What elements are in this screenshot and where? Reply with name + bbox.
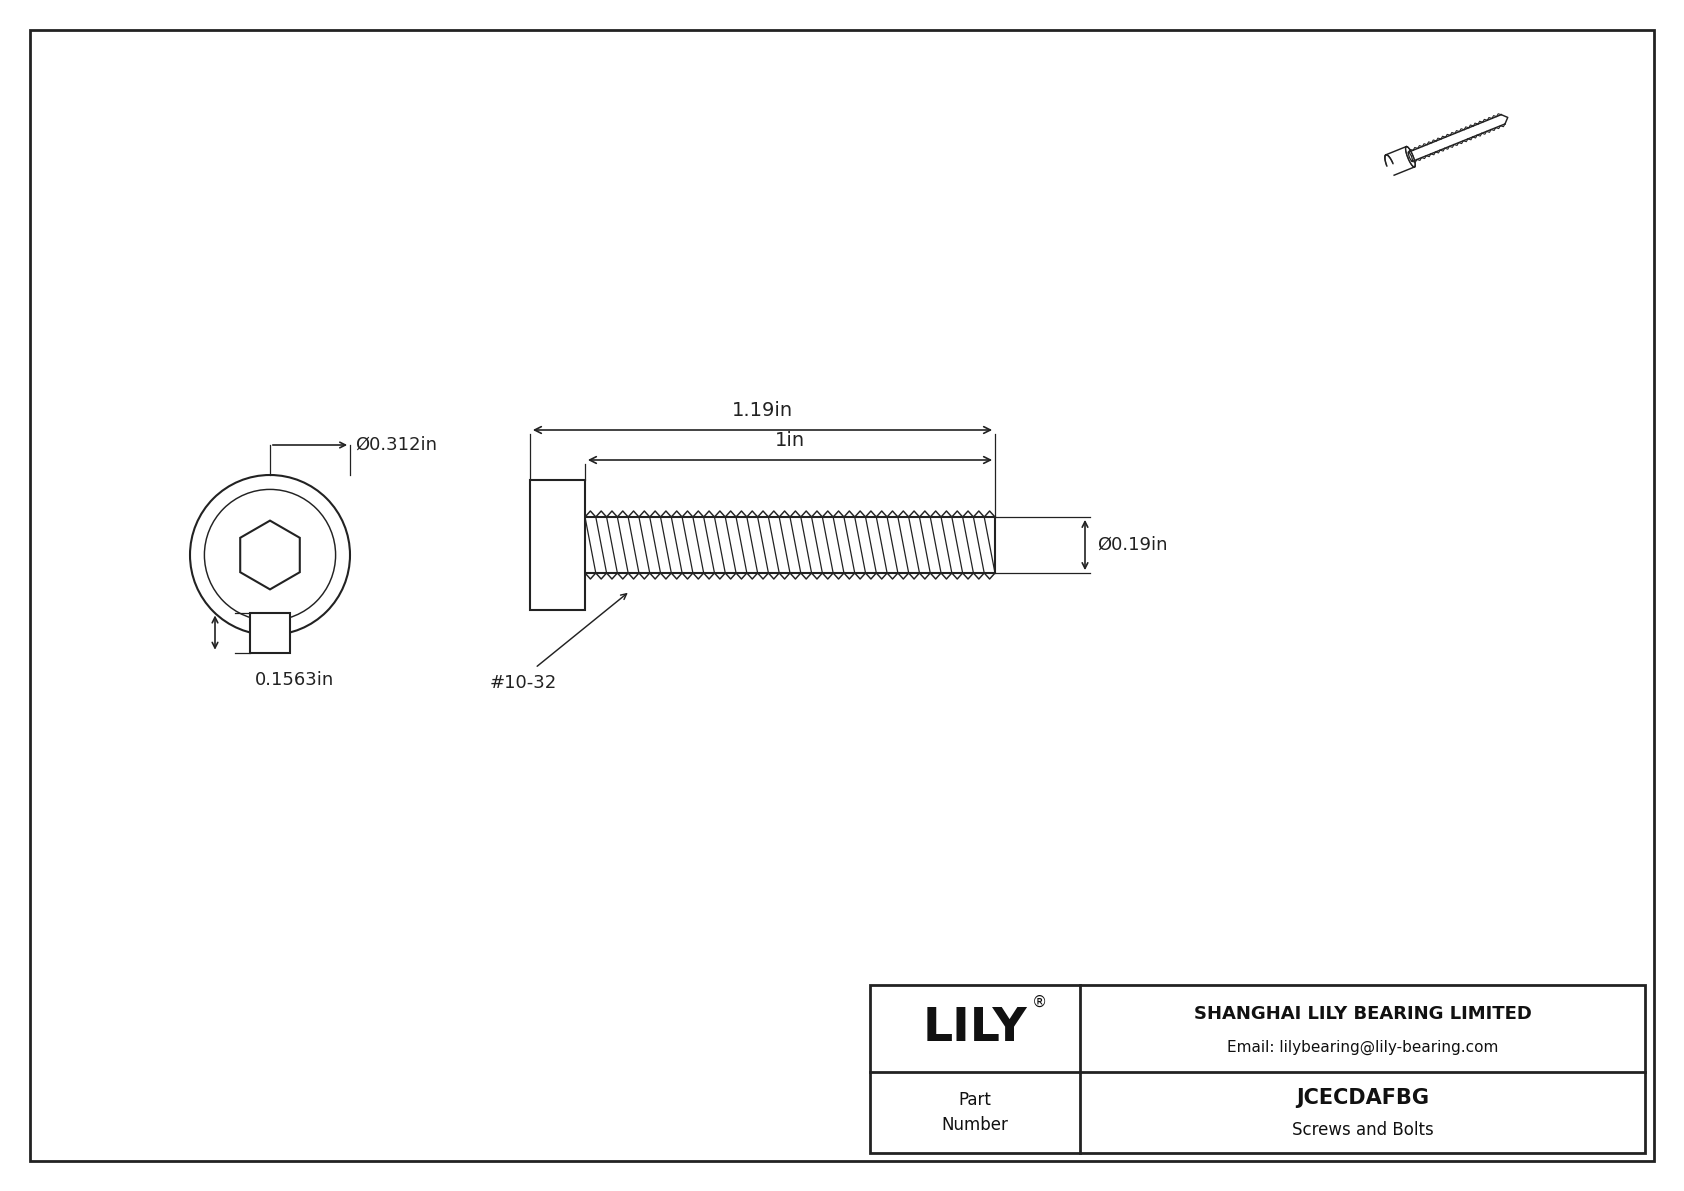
Text: 1.19in: 1.19in [733, 401, 793, 420]
Circle shape [190, 475, 350, 635]
Text: Part
Number: Part Number [941, 1091, 1009, 1134]
Bar [530, 480, 584, 610]
Text: 0.1563in: 0.1563in [254, 671, 333, 688]
Text: #10-32: #10-32 [490, 674, 557, 692]
Text: Ø0.19in: Ø0.19in [1096, 536, 1167, 554]
Text: 1in: 1in [775, 431, 805, 450]
Text: SHANGHAI LILY BEARING LIMITED: SHANGHAI LILY BEARING LIMITED [1194, 1004, 1531, 1023]
Bar [871, 985, 1645, 1153]
Text: Ø0.312in: Ø0.312in [355, 436, 438, 454]
Text: ®: ® [1032, 994, 1047, 1009]
Text: LILY: LILY [923, 1006, 1027, 1052]
Text: Screws and Bolts: Screws and Bolts [1292, 1122, 1433, 1140]
Text: JCECDAFBG: JCECDAFBG [1297, 1089, 1430, 1108]
Text: Email: lilybearing@lily-bearing.com: Email: lilybearing@lily-bearing.com [1228, 1040, 1499, 1055]
Bar [249, 612, 290, 653]
